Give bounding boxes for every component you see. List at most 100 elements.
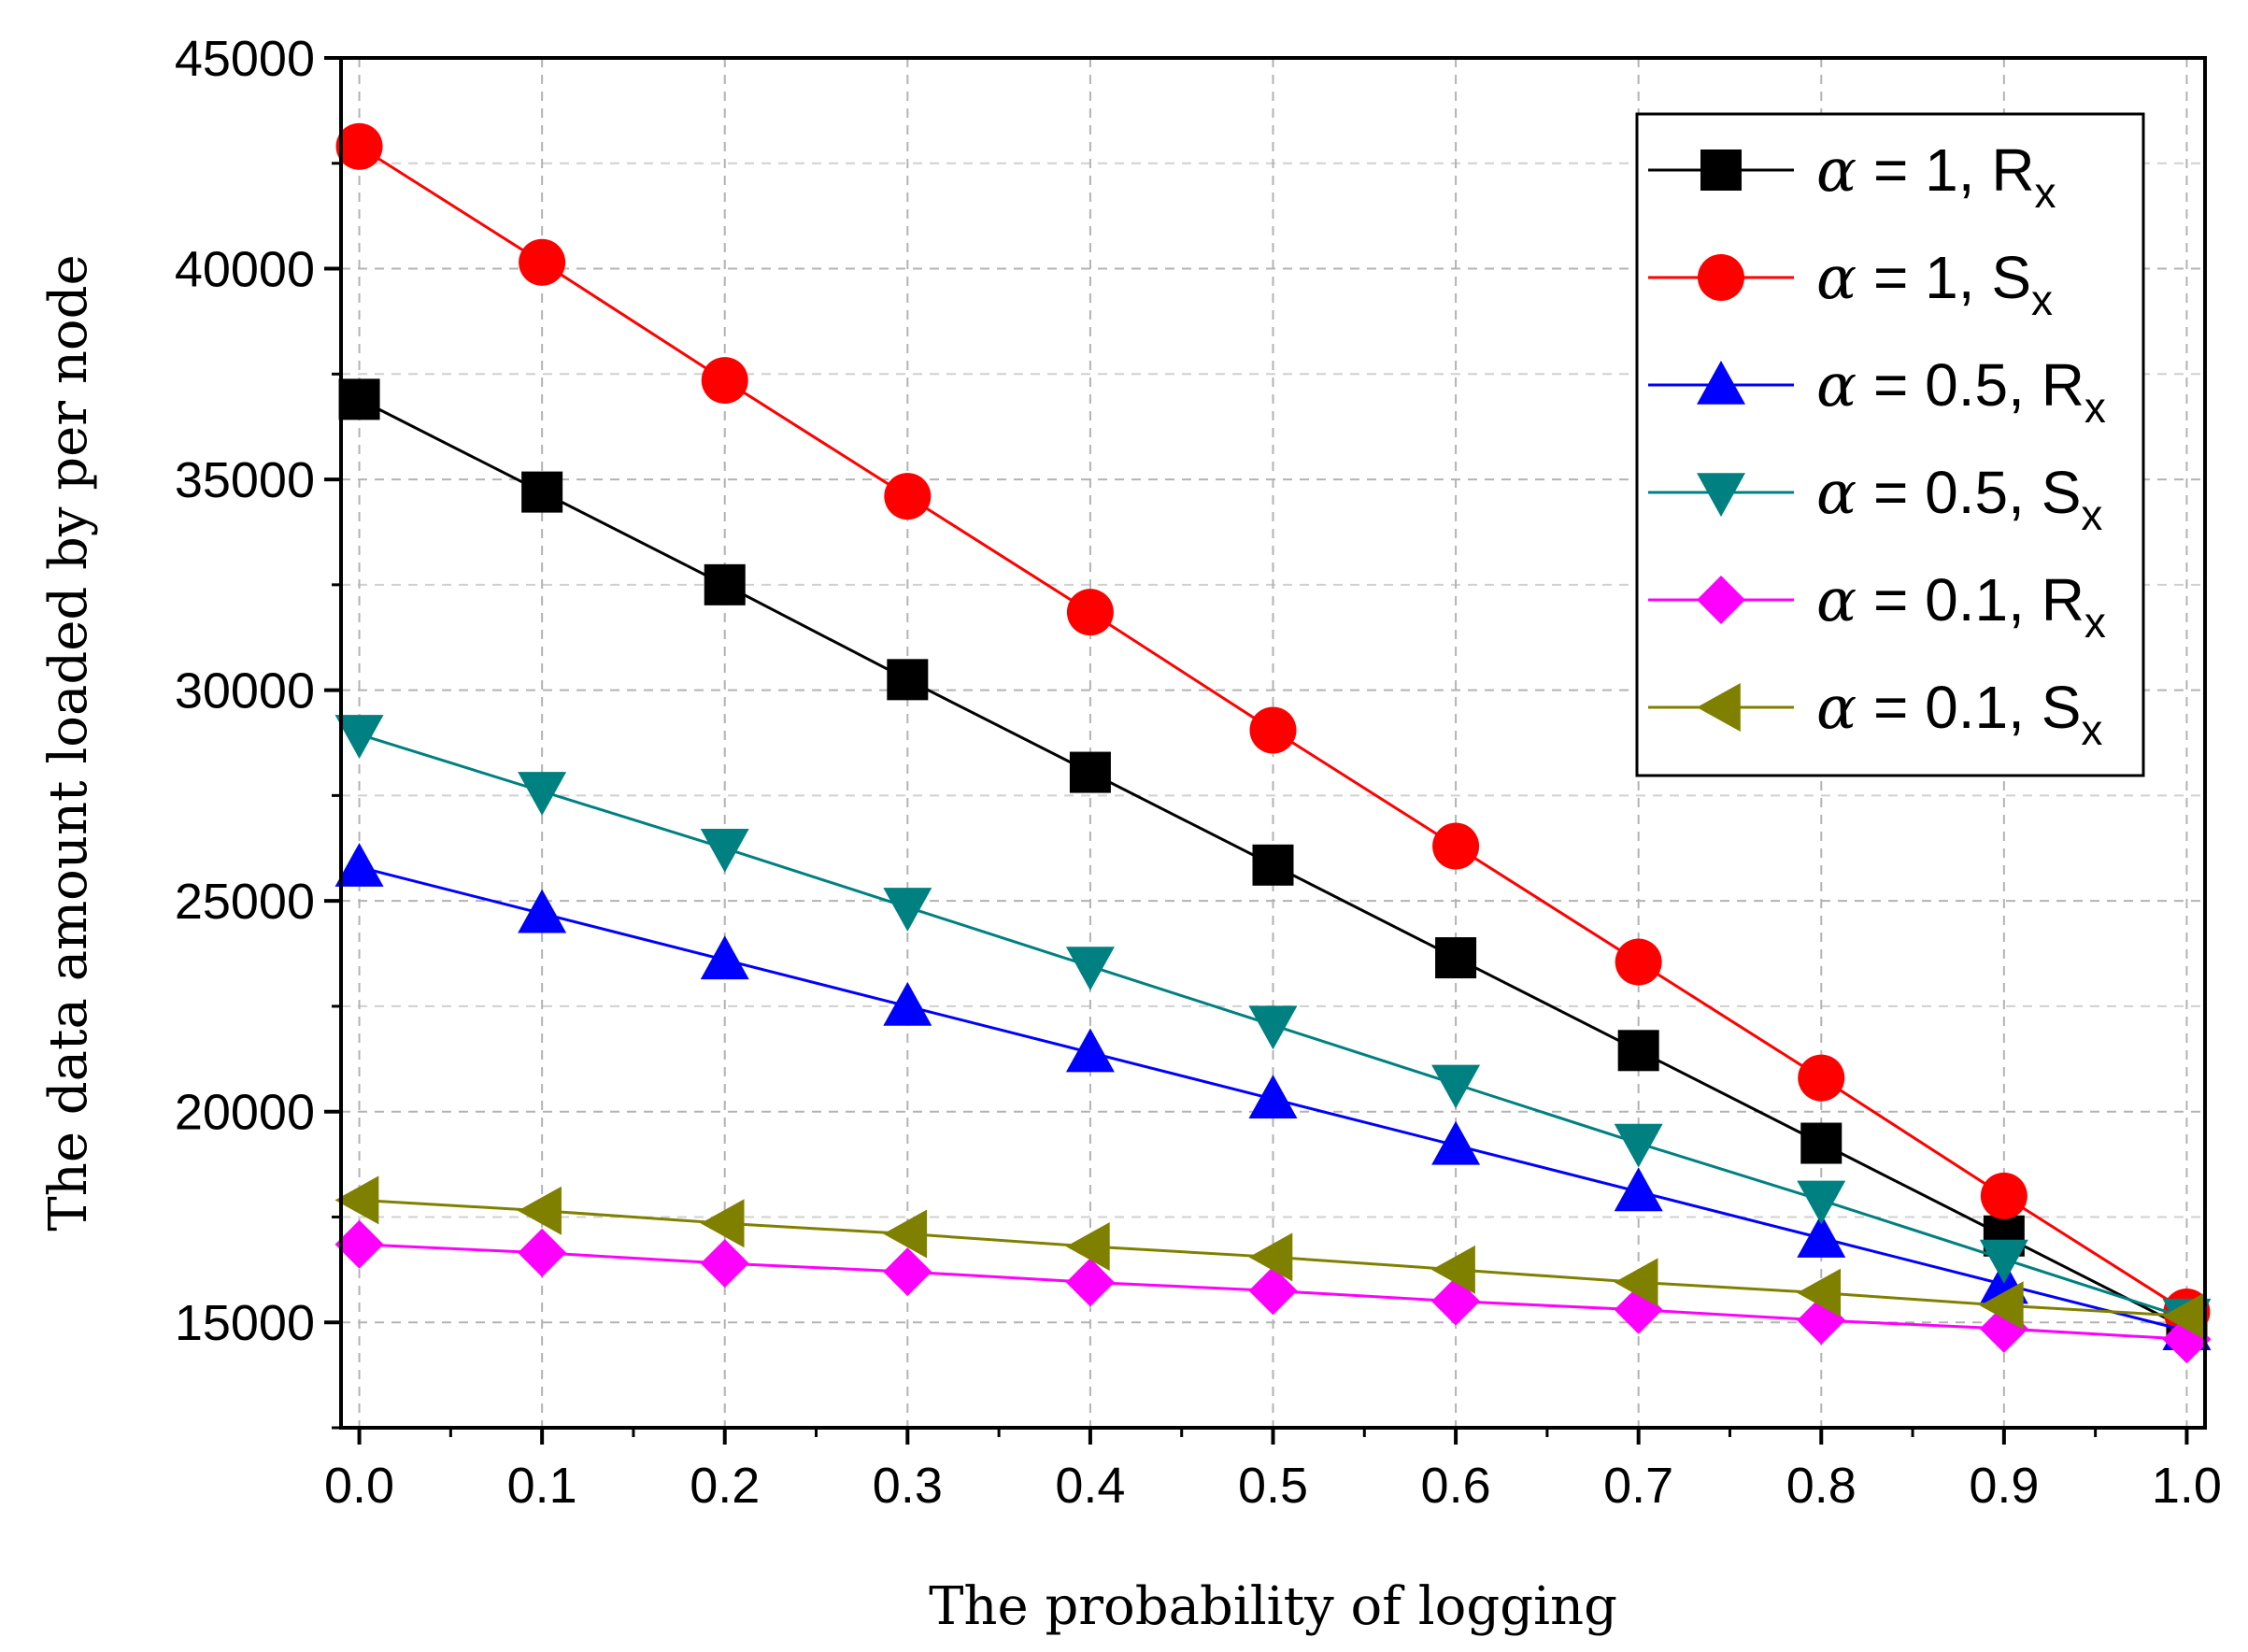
data-point — [1252, 844, 1294, 886]
legend-label: α = 1, Rx — [1816, 136, 2056, 217]
data-point — [1797, 1214, 1846, 1258]
legend-item: α = 1, Sx — [1648, 244, 2053, 324]
data-point — [1797, 1268, 1842, 1317]
data-point — [1431, 1245, 1475, 1294]
data-point — [1431, 1120, 1481, 1165]
legend-item: α = 1, Rx — [1648, 136, 2056, 217]
data-point — [1069, 751, 1111, 793]
data-point — [883, 888, 932, 932]
y-axis-title: The data amount loaded by per node — [38, 254, 99, 1231]
legend-marker — [1697, 361, 1745, 405]
data-point — [519, 238, 566, 286]
legend-item: α = 0.1, Rx — [1648, 566, 2106, 647]
y-tick-label: 15000 — [175, 1295, 315, 1351]
data-point — [1065, 1222, 1110, 1272]
data-point — [338, 378, 380, 420]
y-tick-label: 35000 — [175, 452, 315, 508]
data-point — [1249, 706, 1297, 754]
x-tick-label: 0.3 — [873, 1458, 943, 1514]
axes: 15000 20000 25000 30000 35000 40000 45000 0.0 0.… — [175, 31, 2222, 1514]
y-tick-label: 25000 — [175, 874, 315, 930]
x-tick-label: 1.0 — [2152, 1458, 2222, 1514]
data-point — [700, 1199, 745, 1248]
data-point — [518, 889, 567, 933]
data-point — [1614, 1167, 1663, 1212]
x-tick-label: 0.1 — [507, 1458, 577, 1514]
data-point — [1248, 1232, 1293, 1282]
data-point — [518, 772, 567, 816]
legend-label: α = 0.1, Sx — [1816, 674, 2102, 754]
data-point — [1248, 1266, 1298, 1316]
x-tick-label: 0.6 — [1421, 1458, 1491, 1514]
legend-marker — [1698, 254, 1744, 301]
legend-item: α = 0.5, Sx — [1648, 459, 2102, 539]
data-point — [1435, 937, 1477, 979]
legend-item: α = 0.5, Rx — [1648, 351, 2106, 432]
x-tick-label: 0.8 — [1786, 1458, 1857, 1514]
data-point — [1248, 1005, 1298, 1050]
data-point — [1798, 1054, 1845, 1102]
data-point — [1065, 1028, 1115, 1073]
data-point — [700, 1239, 749, 1289]
x-tick-label: 0.9 — [1969, 1458, 2039, 1514]
x-tick-label: 0.5 — [1238, 1458, 1308, 1514]
y-tick-label: 20000 — [175, 1085, 315, 1141]
series-6 — [334, 1175, 2207, 1341]
data-point — [1432, 822, 1480, 870]
x-axis-title: The probability of logging — [929, 1576, 1617, 1637]
data-point — [1248, 1075, 1298, 1118]
x-tick-label: 0.4 — [1055, 1458, 1125, 1514]
data-point — [518, 1186, 562, 1235]
data-point — [2162, 1291, 2207, 1341]
data-point — [335, 122, 383, 170]
data-point — [1614, 1258, 1658, 1307]
data-point — [1800, 1122, 1843, 1164]
legend-label: α = 0.5, Rx — [1816, 351, 2106, 432]
series-layer — [334, 122, 2212, 1364]
data-point — [1979, 1239, 2028, 1284]
legend-marker — [1697, 683, 1741, 732]
legend-label: α = 0.1, Rx — [1816, 566, 2106, 647]
data-point — [1797, 1180, 1846, 1225]
data-point — [883, 1247, 932, 1297]
x-tick-label: 0.2 — [690, 1458, 760, 1514]
data-point — [701, 357, 748, 405]
data-point — [887, 659, 929, 701]
y-tick-label: 40000 — [175, 242, 315, 298]
y-tick-label: 45000 — [175, 31, 315, 87]
data-point — [700, 828, 749, 873]
series-3 — [334, 843, 2212, 1351]
data-point — [1066, 589, 1114, 636]
data-point — [1615, 938, 1662, 986]
x-tick-label: 0.0 — [324, 1458, 394, 1514]
data-point — [521, 471, 563, 513]
data-point — [883, 981, 932, 1026]
legend-box — [1635, 112, 2145, 777]
data-point — [334, 1219, 384, 1269]
data-point — [704, 563, 746, 605]
data-point — [1065, 1258, 1115, 1307]
data-point — [1431, 1064, 1481, 1109]
data-point — [518, 1228, 567, 1277]
legend-marker — [1697, 473, 1745, 517]
y-tick-label: 30000 — [175, 663, 315, 719]
data-point — [1980, 1172, 2027, 1219]
data-point — [334, 715, 384, 759]
series-4 — [334, 715, 2212, 1343]
data-point — [1617, 1030, 1659, 1072]
legend-label: α = 1, Sx — [1816, 244, 2053, 324]
legend-marker — [1697, 576, 1745, 624]
data-point — [1614, 1123, 1663, 1168]
legend-item: α = 0.1, Sx — [1648, 674, 2102, 754]
data-point — [700, 935, 749, 980]
legend: α = 1, Rx α = 1, Sx α = 0.5, Rx α = 0.5, Sx… — [1635, 112, 2145, 777]
data-point — [334, 843, 384, 887]
data-point — [1979, 1281, 2024, 1331]
legend-label: α = 0.5, Sx — [1816, 459, 2102, 539]
data-point — [334, 1175, 379, 1225]
data-point — [884, 473, 932, 520]
data-point — [1065, 947, 1115, 991]
x-tick-label: 0.7 — [1603, 1458, 1673, 1514]
legend-marker — [1700, 150, 1742, 191]
